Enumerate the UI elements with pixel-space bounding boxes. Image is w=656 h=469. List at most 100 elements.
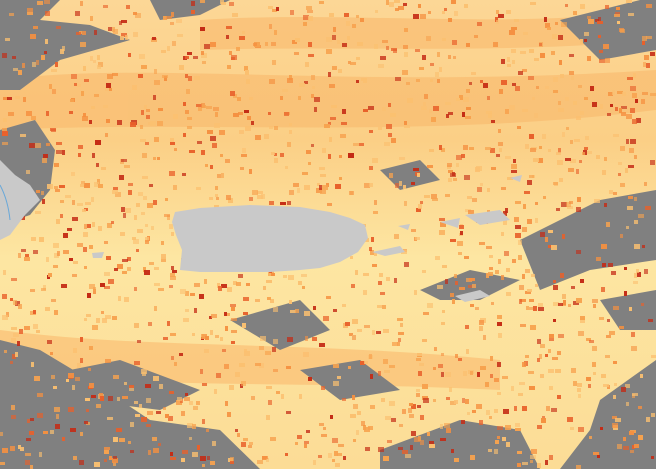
data-pixel <box>174 148 177 151</box>
data-pixel <box>240 167 244 170</box>
data-pixel <box>630 450 634 453</box>
data-pixel <box>230 461 234 464</box>
data-pixel <box>201 53 207 58</box>
data-pixel <box>111 221 114 224</box>
data-pixel <box>239 130 244 134</box>
data-pixel <box>342 304 346 307</box>
data-pixel <box>542 416 545 419</box>
data-pixel <box>400 323 403 327</box>
data-pixel <box>375 10 378 13</box>
data-pixel <box>338 69 342 73</box>
data-pixel <box>319 1 324 4</box>
data-pixel <box>497 392 501 395</box>
data-pixel <box>404 262 409 267</box>
data-pixel <box>13 333 19 337</box>
data-pixel <box>590 86 594 91</box>
data-pixel <box>404 28 408 32</box>
data-pixel <box>586 338 591 341</box>
data-pixel <box>435 72 439 77</box>
data-pixel <box>334 451 338 456</box>
data-pixel <box>249 442 253 445</box>
data-pixel <box>153 200 157 205</box>
data-pixel <box>145 237 149 242</box>
data-pixel <box>82 116 88 121</box>
data-pixel <box>124 382 127 385</box>
data-pixel <box>185 56 189 59</box>
data-pixel <box>152 37 156 40</box>
data-pixel <box>589 436 592 439</box>
data-pixel <box>238 112 243 115</box>
data-pixel <box>423 102 426 106</box>
data-pixel <box>86 409 89 412</box>
data-pixel <box>626 402 629 406</box>
data-pixel <box>462 112 465 117</box>
data-pixel <box>544 17 547 22</box>
data-pixel <box>506 268 510 272</box>
data-pixel <box>449 387 452 392</box>
data-pixel <box>379 273 383 277</box>
data-pixel <box>116 428 122 432</box>
data-pixel <box>212 441 216 446</box>
data-pixel <box>522 274 525 279</box>
data-pixel <box>185 393 188 396</box>
data-pixel <box>69 258 73 261</box>
data-pixel <box>593 372 596 375</box>
data-pixel <box>269 126 273 129</box>
data-pixel <box>560 273 564 278</box>
data-pixel <box>104 286 110 289</box>
data-pixel <box>542 134 546 139</box>
data-pixel <box>537 463 541 468</box>
data-pixel <box>549 334 554 338</box>
data-pixel <box>411 431 416 436</box>
data-pixel <box>104 450 109 454</box>
data-pixel <box>535 284 538 287</box>
data-pixel <box>445 279 448 284</box>
data-pixel <box>107 74 113 79</box>
data-pixel <box>413 14 419 19</box>
data-pixel <box>289 75 292 80</box>
data-pixel <box>525 291 531 294</box>
data-pixel <box>386 0 389 5</box>
data-pixel <box>620 183 625 187</box>
data-pixel <box>169 224 173 229</box>
data-pixel <box>599 59 605 63</box>
data-pixel <box>200 27 205 31</box>
data-pixel <box>519 285 524 290</box>
data-pixel <box>485 147 491 150</box>
data-pixel <box>350 414 356 418</box>
data-pixel <box>122 396 128 399</box>
data-pixel <box>592 299 598 303</box>
data-pixel <box>350 256 353 259</box>
data-pixel <box>218 286 222 291</box>
data-pixel <box>568 304 571 307</box>
data-pixel <box>17 341 20 346</box>
data-pixel <box>402 70 408 75</box>
data-pixel <box>147 411 153 415</box>
data-pixel <box>419 67 424 70</box>
data-pixel <box>246 79 250 84</box>
data-pixel <box>20 134 26 137</box>
data-pixel <box>565 4 568 7</box>
data-pixel <box>50 430 54 434</box>
data-pixel <box>317 183 320 186</box>
data-pixel <box>620 146 625 151</box>
data-pixel <box>311 75 315 80</box>
data-pixel <box>229 2 234 6</box>
data-pixel <box>380 56 386 60</box>
data-pixel <box>204 44 210 49</box>
data-pixel <box>597 455 600 458</box>
data-pixel <box>137 340 141 343</box>
data-pixel <box>346 21 350 26</box>
data-pixel <box>466 43 470 47</box>
data-pixel <box>197 141 202 144</box>
data-pixel <box>6 312 9 317</box>
data-pixel <box>609 331 615 335</box>
data-pixel <box>207 130 213 134</box>
data-pixel <box>496 20 499 24</box>
data-pixel <box>80 184 84 187</box>
data-pixel <box>287 78 293 83</box>
data-pixel <box>416 208 421 212</box>
data-pixel <box>539 146 542 149</box>
data-pixel <box>189 401 193 405</box>
data-pixel <box>12 354 16 359</box>
